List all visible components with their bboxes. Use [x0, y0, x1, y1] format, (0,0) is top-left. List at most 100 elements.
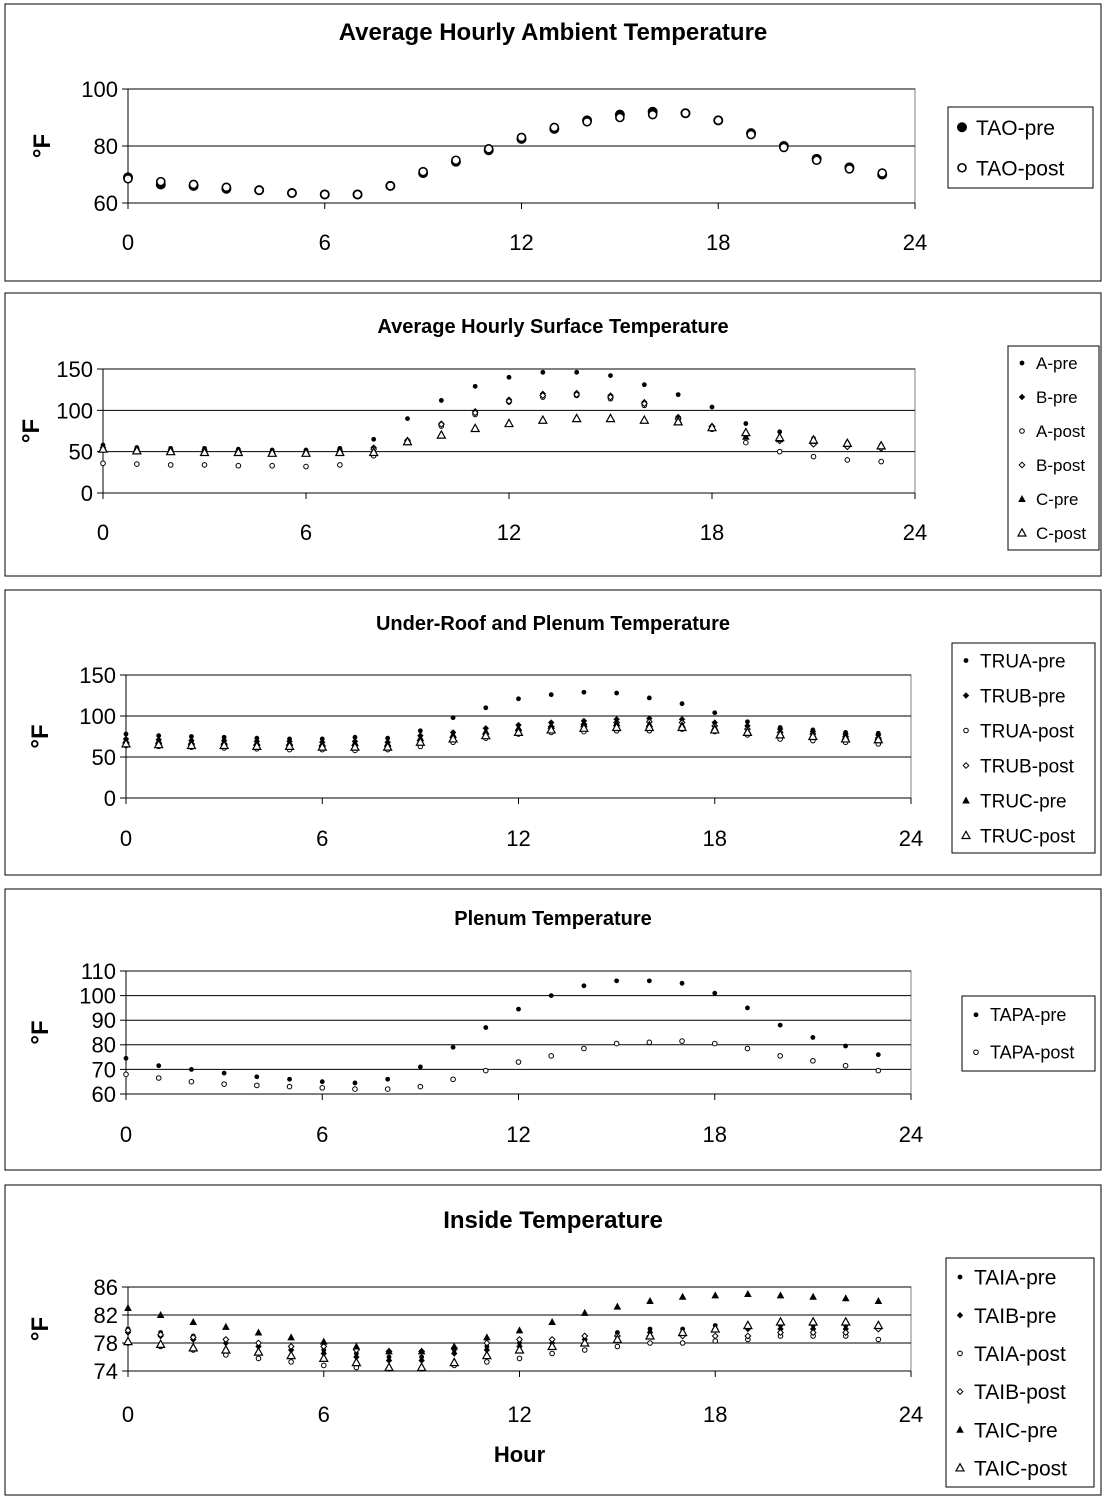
legend-marker: [963, 658, 969, 663]
data-point: [254, 735, 260, 741]
data-point: [254, 1328, 263, 1336]
data-point: [386, 1354, 392, 1360]
data-point: [351, 1357, 362, 1367]
data-point: [647, 109, 658, 120]
data-point: [153, 739, 164, 749]
data-point: [199, 447, 210, 457]
data-point: [844, 457, 851, 463]
data-point: [777, 429, 783, 435]
data-point: [646, 695, 652, 701]
data-point: [384, 1086, 391, 1092]
x-tick-label: 6: [316, 826, 328, 851]
legend-entry: TAIC-pre: [974, 1419, 1058, 1442]
data-point: [611, 722, 622, 732]
data-point: [417, 1064, 423, 1070]
legend-marker: [1018, 393, 1026, 401]
data-point: [284, 740, 295, 750]
data-point: [745, 1005, 750, 1011]
y-axis-label: °F: [29, 134, 56, 158]
legend-marker: [956, 1388, 964, 1396]
data-point: [711, 1040, 718, 1047]
data-point: [221, 182, 232, 193]
data-point: [319, 1085, 326, 1091]
series-TRUC-post: [120, 722, 884, 751]
x-tick-label: 18: [700, 520, 724, 545]
x-tick-label: 24: [903, 230, 927, 255]
data-point: [349, 741, 360, 751]
data-point: [122, 1336, 134, 1346]
legend-marker: [1019, 428, 1025, 434]
data-point: [337, 462, 343, 468]
data-point: [451, 1350, 458, 1357]
legend-entry: TAIA-pre: [974, 1267, 1056, 1290]
data-point: [679, 1038, 685, 1044]
y-tick-label: 110: [81, 959, 116, 984]
data-point: [742, 1320, 753, 1330]
y-tick-label: 82: [94, 1303, 118, 1328]
data-point: [808, 434, 819, 444]
data-point: [614, 978, 620, 984]
data-point: [287, 1076, 292, 1082]
series-TAPA-pre: [123, 978, 881, 1086]
series-TAIC-post: [122, 1316, 884, 1372]
data-point: [471, 409, 479, 417]
data-point: [417, 1347, 426, 1355]
chart-title: Average Hourly Ambient Temperature: [339, 19, 768, 46]
data-point: [641, 382, 647, 388]
y-tick-label: 86: [94, 1275, 118, 1300]
x-tick-label: 6: [319, 230, 331, 255]
data-point: [579, 1337, 590, 1347]
data-point: [352, 189, 363, 200]
data-point: [320, 1362, 327, 1369]
data-point: [317, 741, 328, 751]
legend-marker: [956, 1425, 964, 1433]
data-point: [124, 1326, 132, 1334]
x-tick-label: 0: [122, 1402, 134, 1427]
data-point: [581, 983, 587, 989]
data-point: [647, 1326, 653, 1332]
data-point: [437, 420, 445, 428]
x-tick-label: 24: [899, 1402, 923, 1427]
legend-box: [961, 995, 1096, 1072]
data-point: [188, 1078, 195, 1085]
data-point: [472, 383, 478, 389]
data-point: [352, 1080, 358, 1086]
data-point: [646, 978, 652, 984]
data-point: [646, 1039, 653, 1046]
data-point: [481, 1350, 492, 1360]
legend-marker: [973, 1049, 979, 1056]
y-tick-label: 100: [79, 704, 116, 729]
y-tick-label: 150: [56, 357, 93, 382]
data-point: [516, 696, 521, 702]
data-point: [303, 463, 309, 470]
data-point: [549, 1350, 555, 1357]
data-point: [514, 1344, 525, 1354]
data-point: [319, 1337, 328, 1345]
data-point: [675, 392, 681, 398]
data-point: [581, 1347, 588, 1353]
data-point: [581, 1045, 587, 1052]
data-point: [840, 733, 851, 743]
y-tick-label: 100: [79, 984, 116, 1009]
y-tick-label: 70: [92, 1057, 116, 1082]
data-point: [644, 1330, 656, 1340]
y-tick-label: 80: [94, 134, 118, 159]
data-point: [300, 447, 312, 457]
legend-entry: A-post: [1036, 422, 1085, 441]
data-point: [482, 1067, 489, 1074]
data-point: [639, 414, 650, 424]
legend-box: [1007, 345, 1100, 551]
y-tick-label: 74: [94, 1359, 118, 1384]
data-point: [807, 731, 818, 741]
x-tick-label: 12: [507, 1402, 531, 1427]
data-point: [480, 730, 491, 740]
x-tick-label: 24: [899, 826, 923, 851]
data-point: [709, 404, 715, 410]
data-point: [188, 1342, 199, 1352]
data-point: [319, 736, 325, 742]
data-point: [878, 458, 884, 465]
data-point: [436, 429, 447, 439]
